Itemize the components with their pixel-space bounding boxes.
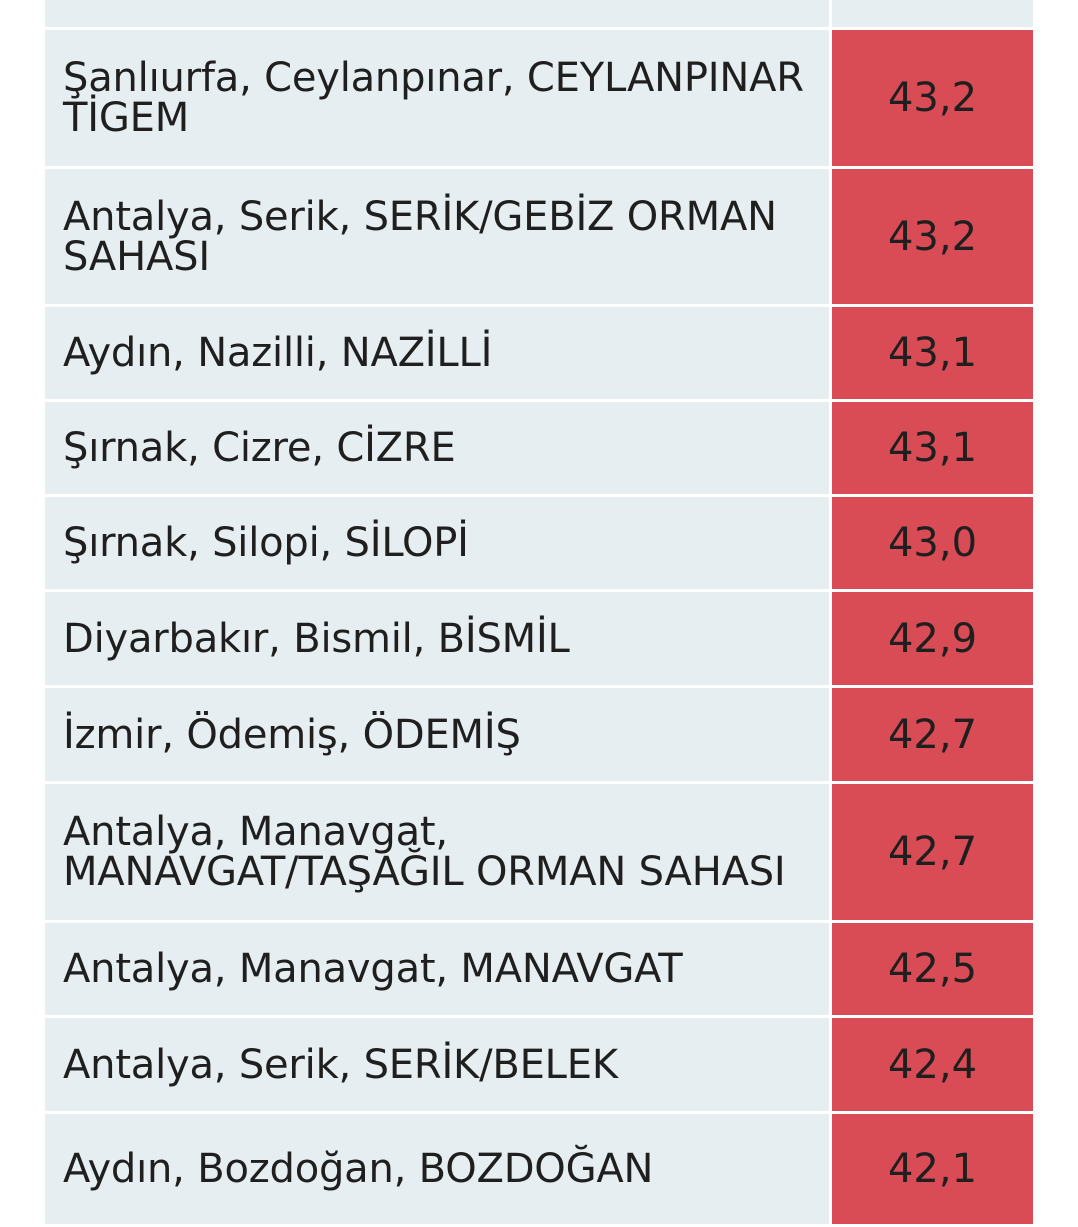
cell-divider: [829, 497, 832, 589]
table-row: Şanlıurfa, Ceylanpınar, CEYLANPINAR TİGE…: [45, 30, 1033, 166]
temperature-cell: 43,0: [832, 497, 1033, 589]
cell-divider: [829, 688, 832, 781]
location-cell: Antalya, Manavgat, MANAVGAT: [45, 923, 829, 1015]
temperature-cell: 42,1: [832, 1114, 1033, 1224]
location-cell: Aydın, Nazilli, NAZİLLİ: [45, 307, 829, 399]
location-cell: [45, 0, 829, 27]
cell-divider: [829, 592, 832, 685]
cell-divider: [829, 402, 832, 494]
location-cell: Şanlıurfa, Ceylanpınar, CEYLANPINAR TİGE…: [45, 30, 829, 166]
location-name: İzmir, Ödemiş, ÖDEMİŞ: [63, 711, 521, 758]
table-row: Aydın, Nazilli, NAZİLLİ 43,1: [45, 307, 1033, 399]
location-name: Antalya, Manavgat, MANAVGAT/TAŞAĞIL ORMA…: [63, 809, 786, 895]
table-row: Aydın, Bozdoğan, BOZDOĞAN 42,1: [45, 1114, 1033, 1224]
cell-divider: [829, 923, 832, 1015]
location-name: Aydın, Bozdoğan, BOZDOĞAN: [63, 1146, 654, 1192]
location-name: Şırnak, Cizre, CİZRE: [63, 425, 456, 471]
location-cell: Şırnak, Cizre, CİZRE: [45, 402, 829, 494]
temperature-value: 43,2: [887, 213, 978, 260]
temperature-value: 43,2: [887, 75, 978, 121]
location-cell: Antalya, Serik, SERİK/BELEK: [45, 1018, 829, 1111]
temperature-value: 43,0: [887, 520, 978, 566]
location-cell: İzmir, Ödemiş, ÖDEMİŞ: [45, 688, 829, 781]
location-name: Antalya, Manavgat, MANAVGAT: [63, 946, 683, 992]
table-row: İzmir, Ödemiş, ÖDEMİŞ 42,7: [45, 688, 1033, 781]
table-row: Antalya, Manavgat, MANAVGAT/TAŞAĞIL ORMA…: [45, 784, 1033, 920]
location-cell: Aydın, Bozdoğan, BOZDOĞAN: [45, 1114, 829, 1224]
temperature-cell: 42,7: [832, 784, 1033, 920]
temperature-cell: 43,2: [832, 30, 1033, 166]
location-name: Antalya, Serik, SERİK/GEBİZ ORMAN SAHASI: [63, 193, 777, 280]
temperature-cell: 43,1: [832, 307, 1033, 399]
cell-divider: [829, 169, 832, 304]
temperature-cell: 43,1: [832, 402, 1033, 494]
temperature-value: 42,4: [887, 1041, 978, 1088]
location-cell: Şırnak, Silopi, SİLOPİ: [45, 497, 829, 589]
temperature-cell: 43,2: [832, 169, 1033, 304]
location-cell: Antalya, Manavgat, MANAVGAT/TAŞAĞIL ORMA…: [45, 784, 829, 920]
temperature-value: 42,5: [887, 946, 978, 992]
cell-divider: [829, 30, 832, 166]
cell-divider: [829, 1114, 832, 1224]
location-name: Diyarbakır, Bismil, BİSMİL: [63, 615, 570, 662]
location-name: Antalya, Serik, SERİK/BELEK: [63, 1041, 618, 1088]
temperature-value: 42,9: [887, 615, 978, 662]
location-name: Şanlıurfa, Ceylanpınar, CEYLANPINAR TİGE…: [63, 55, 804, 141]
table-row: Şırnak, Silopi, SİLOPİ 43,0: [45, 497, 1033, 589]
table-row: Antalya, Serik, SERİK/BELEK 42,4: [45, 1018, 1033, 1111]
temperature-value: 42,7: [887, 829, 978, 875]
location-cell: Antalya, Serik, SERİK/GEBİZ ORMAN SAHASI: [45, 169, 829, 304]
temperature-value: 43,1: [887, 425, 978, 471]
temperature-table: Şanlıurfa, Ceylanpınar, CEYLANPINAR TİGE…: [45, 0, 1033, 1227]
cell-divider: [829, 307, 832, 399]
temperature-cell: 42,4: [832, 1018, 1033, 1111]
temperature-value: 42,7: [887, 711, 978, 758]
table-row: Diyarbakır, Bismil, BİSMİL 42,9: [45, 592, 1033, 685]
table-row-partial: [45, 0, 1033, 27]
table-row: Şırnak, Cizre, CİZRE 43,1: [45, 402, 1033, 494]
temperature-cell: [832, 0, 1033, 27]
cell-divider: [829, 1018, 832, 1111]
temperature-cell: 42,9: [832, 592, 1033, 685]
location-name: Aydın, Nazilli, NAZİLLİ: [63, 330, 493, 376]
temperature-cell: 42,5: [832, 923, 1033, 1015]
temperature-value: 42,1: [887, 1146, 978, 1192]
table-row: Antalya, Manavgat, MANAVGAT 42,5: [45, 923, 1033, 1015]
temperature-cell: 42,7: [832, 688, 1033, 781]
table-row: Antalya, Serik, SERİK/GEBİZ ORMAN SAHASI…: [45, 169, 1033, 304]
location-cell: Diyarbakır, Bismil, BİSMİL: [45, 592, 829, 685]
cell-divider: [829, 784, 832, 920]
cell-divider: [829, 0, 832, 27]
location-name: Şırnak, Silopi, SİLOPİ: [63, 520, 469, 566]
temperature-value: 43,1: [887, 330, 978, 376]
